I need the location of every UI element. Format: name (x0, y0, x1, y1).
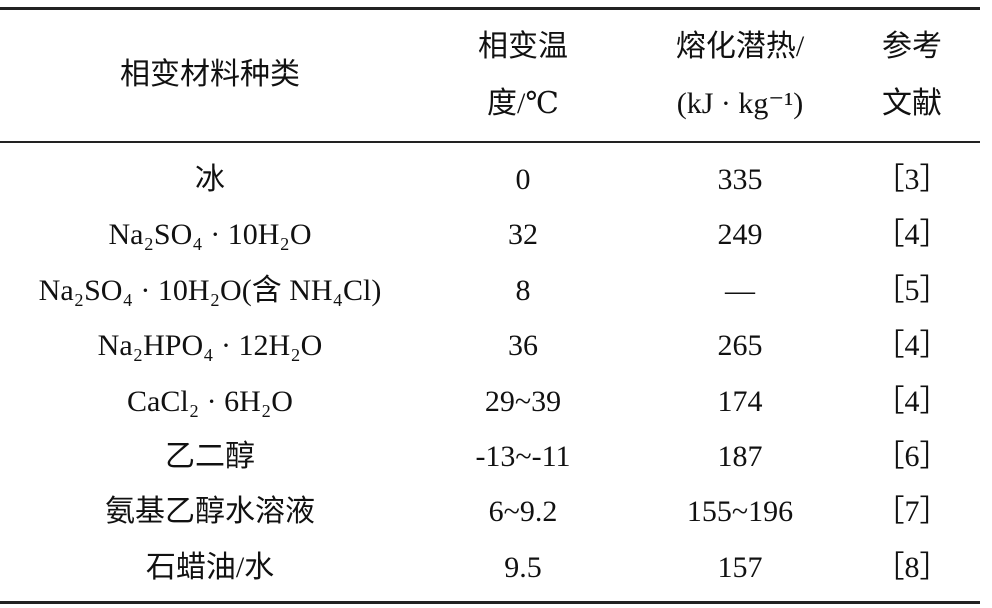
header-cell: 熔化潜热/ (675, 30, 805, 63)
table-cell: CaCl₂ · 6H₂O (127, 384, 293, 418)
table-cell: 174 (717, 384, 763, 418)
table-cell: 155~196 (686, 495, 794, 529)
table-cell: Na₂SO₄ · 10H₂O(含 NH₄Cl) (38, 273, 382, 307)
table-cell: -13~-11 (475, 440, 571, 473)
table-cell: 9.5 (504, 550, 542, 584)
table-cell: ［3］ (874, 163, 950, 196)
table-cell: ［7］ (874, 495, 950, 529)
header-cell: 参考 (882, 30, 942, 63)
table-cell: ［6］ (874, 440, 950, 473)
table-cell: ［8］ (874, 550, 950, 584)
table-cell: 335 (717, 163, 763, 196)
table-cell: 8 (515, 273, 531, 307)
table-cell: 29~39 (484, 384, 562, 418)
table-cell: 157 (717, 550, 763, 584)
table-cell: 0 (515, 163, 531, 196)
header-cell: 文献 (882, 87, 942, 120)
table-cell: ［4］ (874, 218, 950, 252)
header-cell: 度/℃ (487, 87, 559, 120)
bottom-rule (0, 601, 980, 604)
header-cell: 相变材料种类 (120, 58, 300, 91)
table-cell: 36 (508, 329, 538, 363)
top-rule (0, 7, 980, 10)
table-cell: Na₂SO₄ · 10H₂O (108, 218, 312, 252)
header-rule (0, 141, 980, 143)
table-cell: 32 (508, 218, 538, 252)
table-cell: ［4］ (874, 384, 950, 418)
table-cell: — (725, 273, 755, 307)
header-cell: (kJ · kg⁻¹) (676, 87, 804, 120)
table-cell: ［4］ (874, 329, 950, 363)
table-cell: 石蜡油/水 (145, 550, 275, 584)
table-cell: 249 (717, 218, 763, 252)
table-cell: Na₂HPO₄ · 12H₂O (97, 329, 323, 363)
table-cell: 冰 (195, 163, 225, 196)
table-cell: 187 (717, 440, 763, 473)
table-cell: 氨基乙醇水溶液 (105, 495, 315, 529)
table-cell: 265 (717, 329, 763, 363)
header-cell: 相变温 (478, 30, 568, 63)
table-cell: 6~9.2 (488, 495, 558, 529)
table-cell: 乙二醇 (165, 440, 255, 473)
table-cell: ［5］ (874, 273, 950, 307)
